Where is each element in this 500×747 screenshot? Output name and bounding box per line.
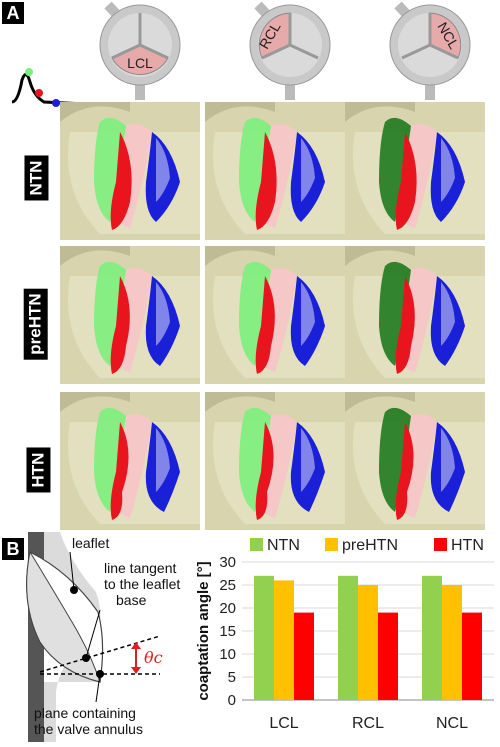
coaptation-chart: 0 5 10 15 20 25 30 coaptation angle [°] LCL RCL NC… — [188, 532, 500, 742]
bar-ntn-rcl — [338, 575, 358, 700]
simulation-render-ntn-ncl — [345, 102, 485, 240]
legend-swatch-ntn — [250, 538, 263, 551]
tangent-annotation-1: line tangent — [104, 560, 177, 576]
row-label-prehtn: preHTN — [23, 288, 48, 360]
legend-swatch-prehtn — [325, 538, 338, 551]
simulation-render-htn-ncl — [345, 392, 485, 530]
waveform-blue-dot — [52, 99, 60, 107]
y-tick-label: 0 — [228, 692, 236, 709]
valve-icon-lcl: LCL — [99, 1, 181, 100]
tangent-annotation-3: base — [116, 592, 147, 608]
plane-annotation-1: plane containing — [34, 705, 136, 721]
legend-swatch-htn — [434, 538, 447, 551]
y-tick-label: 30 — [219, 554, 236, 571]
x-tick-label: NCL — [436, 715, 468, 732]
simulation-render-htn-lcl — [60, 392, 200, 530]
legend-label-prehtn: preHTN — [342, 537, 398, 554]
bar-ntn-ncl — [422, 575, 442, 700]
bar-htn-ncl — [462, 612, 482, 700]
x-tick-label: LCL — [269, 715, 298, 732]
tangent-annotation-2: to the leaflet — [104, 576, 181, 592]
y-axis-label: coaptation angle [°] — [195, 561, 212, 700]
bar-prehtn-rcl — [358, 585, 378, 700]
pressure-waveform-icon — [11, 68, 87, 107]
panel-b-label: B — [2, 538, 24, 560]
x-tick-label: RCL — [352, 715, 384, 732]
valve-label-lcl: LCL — [127, 55, 153, 71]
bar-htn-lcl — [294, 612, 314, 700]
coaptation-schematic: θc — [26, 532, 163, 742]
bar-prehtn-lcl — [274, 580, 294, 700]
y-tick-label: 25 — [219, 577, 236, 594]
y-tick-label: 20 — [219, 600, 236, 617]
simulation-render-ntn-rcl — [205, 102, 345, 240]
legend-label-htn: HTN — [451, 537, 484, 554]
valve-icon-ncl: NCL — [389, 1, 471, 100]
angle-symbol: θc — [144, 648, 163, 667]
bar-prehtn-ncl — [442, 585, 462, 700]
simulation-render-prehtn-rcl — [205, 246, 345, 384]
simulation-render-prehtn-ncl — [345, 246, 485, 384]
panel-a-label: A — [2, 2, 24, 24]
coaptation-chart-svg: 0 5 10 15 20 25 30 coaptation angle [°] LCL RCL NC… — [195, 537, 494, 732]
y-tick-label: 5 — [228, 669, 236, 686]
simulation-render-htn-rcl — [205, 392, 345, 530]
leaflet-body — [26, 550, 101, 683]
plane-annotation-2: the valve annulus — [34, 721, 143, 737]
bar-htn-rcl — [378, 612, 398, 700]
row-label-htn: HTN — [26, 447, 51, 493]
waveform-red-dot — [35, 89, 43, 97]
valve-icon-rcl: RCL — [249, 1, 331, 100]
simulation-render-ntn-lcl — [60, 102, 200, 240]
y-tick-label: 15 — [219, 623, 236, 640]
y-tick-label: 10 — [219, 646, 236, 663]
bar-ntn-lcl — [254, 575, 274, 700]
leaflet-annotation: leaflet — [72, 535, 110, 551]
waveform-green-dot — [25, 68, 33, 76]
row-label-ntn: NTN — [24, 155, 49, 201]
simulation-render-prehtn-lcl — [60, 246, 200, 384]
legend-label-ntn: NTN — [267, 537, 300, 554]
